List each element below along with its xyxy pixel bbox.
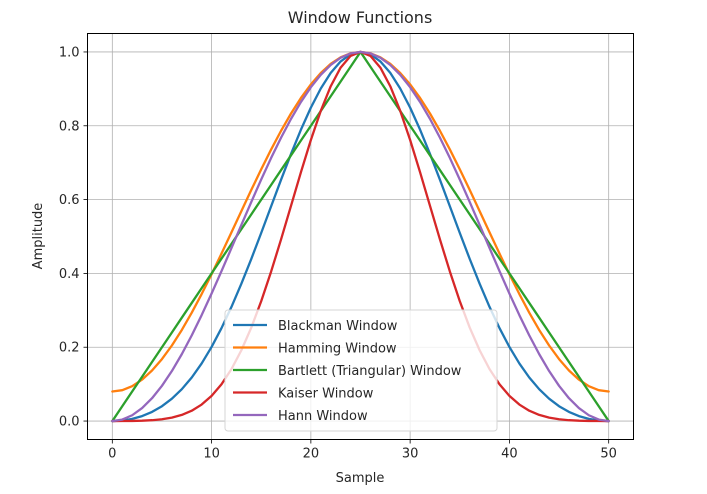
plot-lines [111, 50, 610, 423]
x-axis-ticks: 0 10 20 30 40 50 [108, 439, 617, 462]
y-tick-label: 0.2 [59, 341, 80, 356]
x-tick-label: 50 [600, 447, 617, 462]
x-tick-label: 0 [108, 447, 116, 462]
x-axis-label: Sample [336, 471, 385, 486]
y-axis-label: Amplitude [31, 203, 46, 270]
legend-label: Blackman Window [278, 319, 398, 334]
chart-title: Window Functions [288, 8, 433, 27]
y-tick-label: 0.4 [59, 267, 80, 282]
legend-item: Bartlett (Triangular) Window [233, 364, 462, 379]
x-tick-label: 40 [501, 447, 518, 462]
axes-frame [87, 33, 634, 440]
y-tick-label: 0.6 [59, 193, 80, 208]
legend-label: Hann Window [278, 409, 368, 424]
x-tick-label: 30 [402, 447, 419, 462]
legend-box [224, 309, 498, 432]
x-tick-label: 20 [303, 447, 320, 462]
legend-item: Hann Window [233, 409, 368, 424]
legend-item: Blackman Window [233, 319, 398, 334]
y-tick-label: 1.0 [59, 45, 80, 60]
y-axis-ticks: 0.0 0.2 0.4 0.6 0.8 1.0 [59, 45, 88, 430]
legend-item: Hamming Window [233, 342, 397, 357]
x-tick-label: 10 [203, 447, 220, 462]
y-tick-label: 0.8 [59, 119, 80, 134]
hann-window-line [111, 50, 610, 423]
y-tick-label: 0.0 [59, 415, 80, 430]
legend-label: Kaiser Window [278, 387, 374, 402]
legend-label: Bartlett (Triangular) Window [278, 364, 462, 379]
legend-label: Hamming Window [278, 342, 397, 357]
grid-lines [87, 33, 634, 440]
legend-item: Kaiser Window [233, 387, 374, 402]
legend: Blackman Window Hamming Window Bartlett (T… [224, 309, 498, 432]
